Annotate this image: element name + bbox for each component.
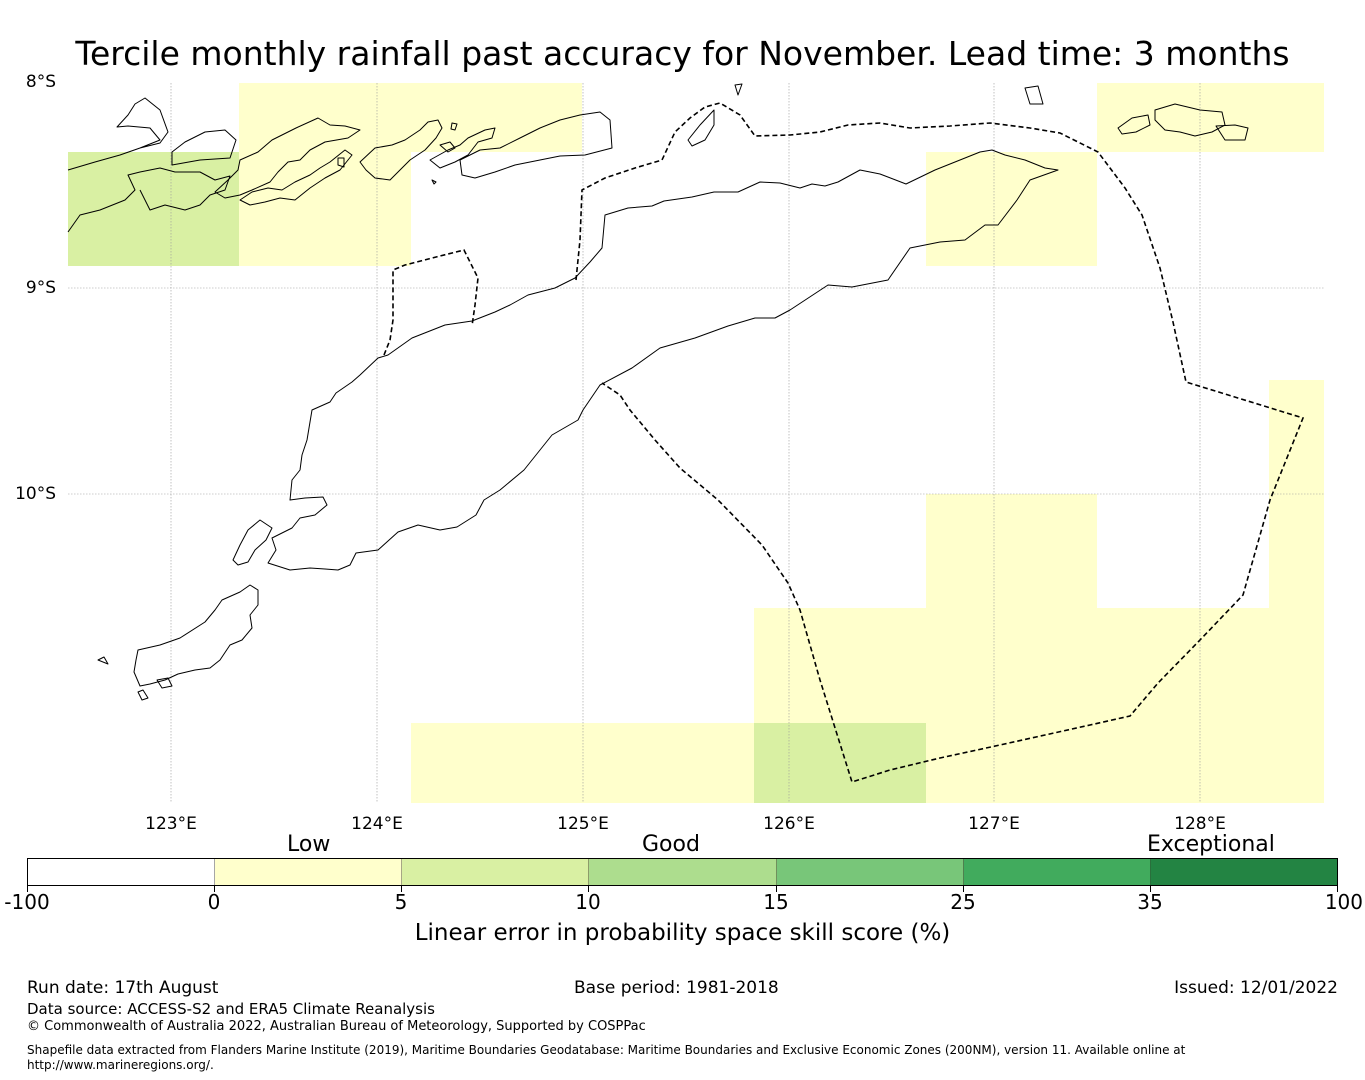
colorbar-category-good: Good xyxy=(642,832,700,857)
colorbar-tick-label: 35 xyxy=(1137,890,1163,914)
coastline-solor xyxy=(67,167,231,233)
colorbar-category-low: Low xyxy=(287,832,331,857)
coastline-islet-1 xyxy=(337,157,345,168)
colorbar-tick xyxy=(963,886,964,892)
skill-cell xyxy=(239,152,411,266)
colorbar-tick-label: 100 xyxy=(1324,890,1363,914)
coastline-semau xyxy=(232,519,273,566)
colorbar-segment xyxy=(776,859,964,885)
coastline-kisar xyxy=(1024,85,1044,105)
lon-label-127E: 127°E xyxy=(968,814,1020,834)
coastline-islet-2 xyxy=(450,122,458,131)
colorbar-tick xyxy=(401,886,402,892)
lon-label-124E: 124°E xyxy=(351,814,403,834)
lon-label-125E: 125°E xyxy=(557,814,609,834)
coastline-atauro xyxy=(687,109,715,147)
colorbar-segment xyxy=(402,859,590,885)
colorbar-tick xyxy=(776,886,777,892)
map-title: Tercile monthly rainfall past accuracy f… xyxy=(75,34,1290,73)
coastline-flores-2 xyxy=(171,129,237,166)
shapefile-credit: Shapefile data extracted from Flanders M… xyxy=(27,1043,1186,1057)
skill-cell xyxy=(926,152,1097,266)
colorbar-tick-label: 25 xyxy=(950,890,976,914)
maritime-boundaries xyxy=(383,102,1305,784)
coastline-alor-2 xyxy=(429,127,496,169)
coastline-moa xyxy=(1154,103,1226,137)
coastlines xyxy=(67,83,1249,701)
coastline-small-2 xyxy=(156,677,173,689)
coastline-ndao xyxy=(137,689,149,701)
colorbar-segment xyxy=(28,859,216,885)
coastline-lakor xyxy=(1215,124,1249,141)
skill-cell xyxy=(754,608,926,723)
skill-cell xyxy=(1097,608,1269,803)
coastline-wetar-strait xyxy=(459,111,613,179)
colorbar-label: Linear error in probability space skill … xyxy=(414,920,951,946)
data-source: Data source: ACCESS-S2 and ERA5 Climate … xyxy=(27,1000,435,1018)
colorbar-tick xyxy=(214,886,215,892)
colorbar-segment xyxy=(589,859,777,885)
skill-cell xyxy=(239,83,582,152)
coastline-islet-5 xyxy=(734,83,743,96)
lat-label-9S: 9°S xyxy=(25,278,56,298)
colorbar-segment xyxy=(1150,859,1337,885)
copyright: © Commonwealth of Australia 2022, Austra… xyxy=(27,1019,646,1034)
skill-cell xyxy=(1097,83,1324,152)
skill-cell xyxy=(754,723,926,803)
colorbar-tick-label: 5 xyxy=(394,890,408,914)
colorbar-tick xyxy=(1337,886,1338,892)
lat-label-8S: 8°S xyxy=(25,72,56,92)
lon-label-126E: 126°E xyxy=(763,814,815,834)
coastline-lomblen xyxy=(214,117,361,199)
colorbar-tick xyxy=(588,886,589,892)
colorbar-tick-label: 15 xyxy=(763,890,789,914)
skill-cell xyxy=(1269,380,1324,803)
coastline-flores xyxy=(67,97,169,171)
coastline-islet-4 xyxy=(439,141,456,153)
lon-label-123E: 123°E xyxy=(145,814,197,834)
colorbar-tick xyxy=(27,886,28,892)
coastline-timor xyxy=(267,149,1059,571)
colorbar-tick xyxy=(1150,886,1151,892)
colorbar-tick-label: -100 xyxy=(4,890,50,914)
run-date: Run date: 17th August xyxy=(27,978,219,998)
colorbar-category-exceptional: Exceptional xyxy=(1147,832,1275,857)
coastline-small-1 xyxy=(97,656,109,665)
coastline-pantar xyxy=(239,149,353,206)
base-period: Base period: 1981-2018 xyxy=(574,978,779,998)
lon-label-128E: 128°E xyxy=(1174,814,1226,834)
lat-label-10S: 10°S xyxy=(15,484,56,504)
eez-boundary-main xyxy=(575,102,1305,784)
colorbar xyxy=(27,858,1338,886)
skill-cell xyxy=(411,723,754,803)
skill-cell xyxy=(926,494,1097,803)
issued-date: Issued: 12/01/2022 xyxy=(1174,978,1338,998)
coastline-islet-3 xyxy=(431,179,437,185)
eez-boundary-oecusse xyxy=(383,249,479,356)
colorbar-tick-label: 0 xyxy=(207,890,221,914)
colorbar-tick-label: 10 xyxy=(575,890,601,914)
colorbar-segment xyxy=(215,859,403,885)
coastline-leti xyxy=(1117,114,1151,135)
coastline-alor xyxy=(359,119,443,181)
coastline-rote xyxy=(133,584,259,687)
shapefile-url: http://www.marineregions.org/. xyxy=(27,1058,214,1072)
graticule xyxy=(68,83,1324,803)
colorbar-segment xyxy=(963,859,1151,885)
